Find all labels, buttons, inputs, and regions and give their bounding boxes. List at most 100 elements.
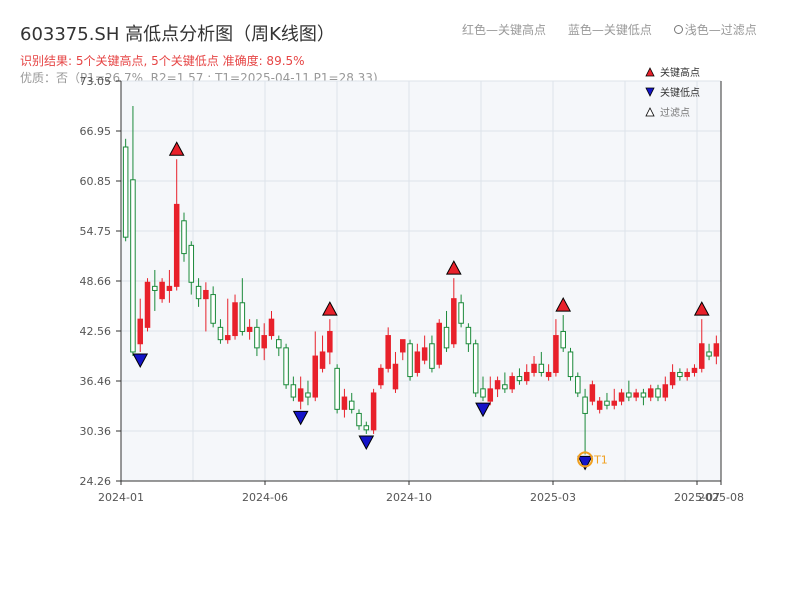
candle-body — [385, 335, 391, 369]
candle — [414, 343, 421, 377]
candle-body — [523, 371, 530, 382]
candle — [604, 392, 610, 410]
candle — [553, 319, 559, 377]
candle — [305, 380, 311, 406]
candle-body — [217, 326, 224, 341]
candle — [297, 376, 304, 410]
candle-body — [713, 343, 720, 357]
candle — [122, 138, 129, 242]
candle-body — [472, 343, 479, 394]
candle-body — [232, 302, 238, 337]
candle-body — [181, 220, 187, 255]
candle — [669, 364, 676, 389]
candle-body — [290, 384, 297, 398]
candle-body — [582, 396, 588, 414]
candle-body — [509, 376, 515, 390]
candle-body — [130, 179, 136, 353]
y-tick-label: 30.36 — [80, 425, 112, 438]
candle-body — [152, 285, 158, 291]
candle — [152, 269, 158, 311]
candle-body — [567, 351, 574, 378]
candle-body — [443, 326, 450, 349]
y-tick-label: 54.75 — [80, 225, 112, 238]
top-legend-blue: 蓝色—关键低点 — [567, 23, 652, 37]
candle — [429, 335, 435, 373]
candle-body — [137, 318, 143, 345]
candle — [523, 364, 530, 385]
candle-body — [173, 203, 180, 287]
legend-marker-icon — [645, 67, 655, 77]
candle-body — [414, 351, 421, 373]
candle-body — [596, 400, 603, 410]
top-legend-red: 红色—关键高点 — [462, 23, 547, 37]
candle-body — [545, 371, 552, 378]
x-tick-label: 2025-03 — [530, 491, 576, 504]
x-tick-label: 2025-08 — [698, 491, 744, 504]
candle — [421, 335, 428, 365]
candle — [436, 319, 442, 369]
candle-body — [195, 285, 202, 300]
candle — [319, 335, 326, 373]
candle-body — [553, 335, 559, 373]
candle — [130, 106, 136, 357]
key-low-marker — [358, 435, 375, 450]
hollow-circle-icon — [673, 25, 683, 34]
candle-body — [370, 392, 377, 431]
legend-label: 关键高点 — [660, 66, 700, 79]
candle — [334, 364, 340, 414]
candle — [451, 278, 457, 348]
legend-label: 过滤点 — [660, 106, 690, 119]
top-legend: 红色—关键高点 蓝色—关键低点 浅色—过滤点 — [462, 21, 757, 38]
candle — [677, 368, 683, 381]
candle — [400, 339, 406, 361]
y-tick-label: 60.85 — [80, 175, 112, 188]
candle — [370, 388, 377, 434]
candle-body — [188, 244, 195, 283]
candle-body — [487, 388, 494, 402]
candle-body — [261, 335, 267, 349]
candle — [472, 339, 479, 398]
candle — [458, 294, 464, 328]
t1-ring — [577, 451, 594, 468]
y-tick-label: 42.56 — [80, 325, 112, 338]
candle — [173, 159, 180, 291]
candle-body — [319, 351, 326, 369]
candle-body — [334, 367, 340, 410]
candle — [137, 298, 143, 352]
candle-body — [451, 298, 457, 345]
candle-body — [356, 412, 362, 427]
candle-body — [268, 318, 275, 337]
candle — [567, 347, 574, 381]
candle-body — [633, 392, 639, 398]
candle — [465, 323, 472, 352]
candle-body — [378, 367, 384, 386]
candle-body — [604, 400, 610, 406]
candle-body — [502, 384, 508, 390]
x-tick-label: 2024-10 — [386, 491, 432, 504]
candle-body — [669, 371, 676, 386]
candle — [327, 319, 333, 365]
candle-body — [407, 343, 413, 378]
candle — [312, 331, 319, 402]
candle-body — [421, 347, 428, 361]
candle-body — [662, 384, 669, 398]
candle-body — [254, 326, 260, 349]
candle-body — [305, 392, 311, 398]
candle-body — [400, 339, 406, 353]
candle — [210, 286, 216, 328]
candle-body — [363, 425, 370, 431]
candle — [575, 372, 581, 398]
candle — [407, 339, 413, 381]
candle — [691, 364, 698, 377]
candle — [385, 327, 391, 373]
y-tick-label: 66.95 — [80, 125, 112, 138]
candle-body — [224, 335, 231, 341]
x-tick-label: 2025-07 — [674, 491, 720, 504]
candle — [502, 372, 508, 393]
candle — [232, 294, 238, 340]
candle-body — [575, 376, 581, 394]
candle — [166, 269, 173, 303]
candle — [516, 368, 523, 385]
candle — [195, 278, 202, 307]
